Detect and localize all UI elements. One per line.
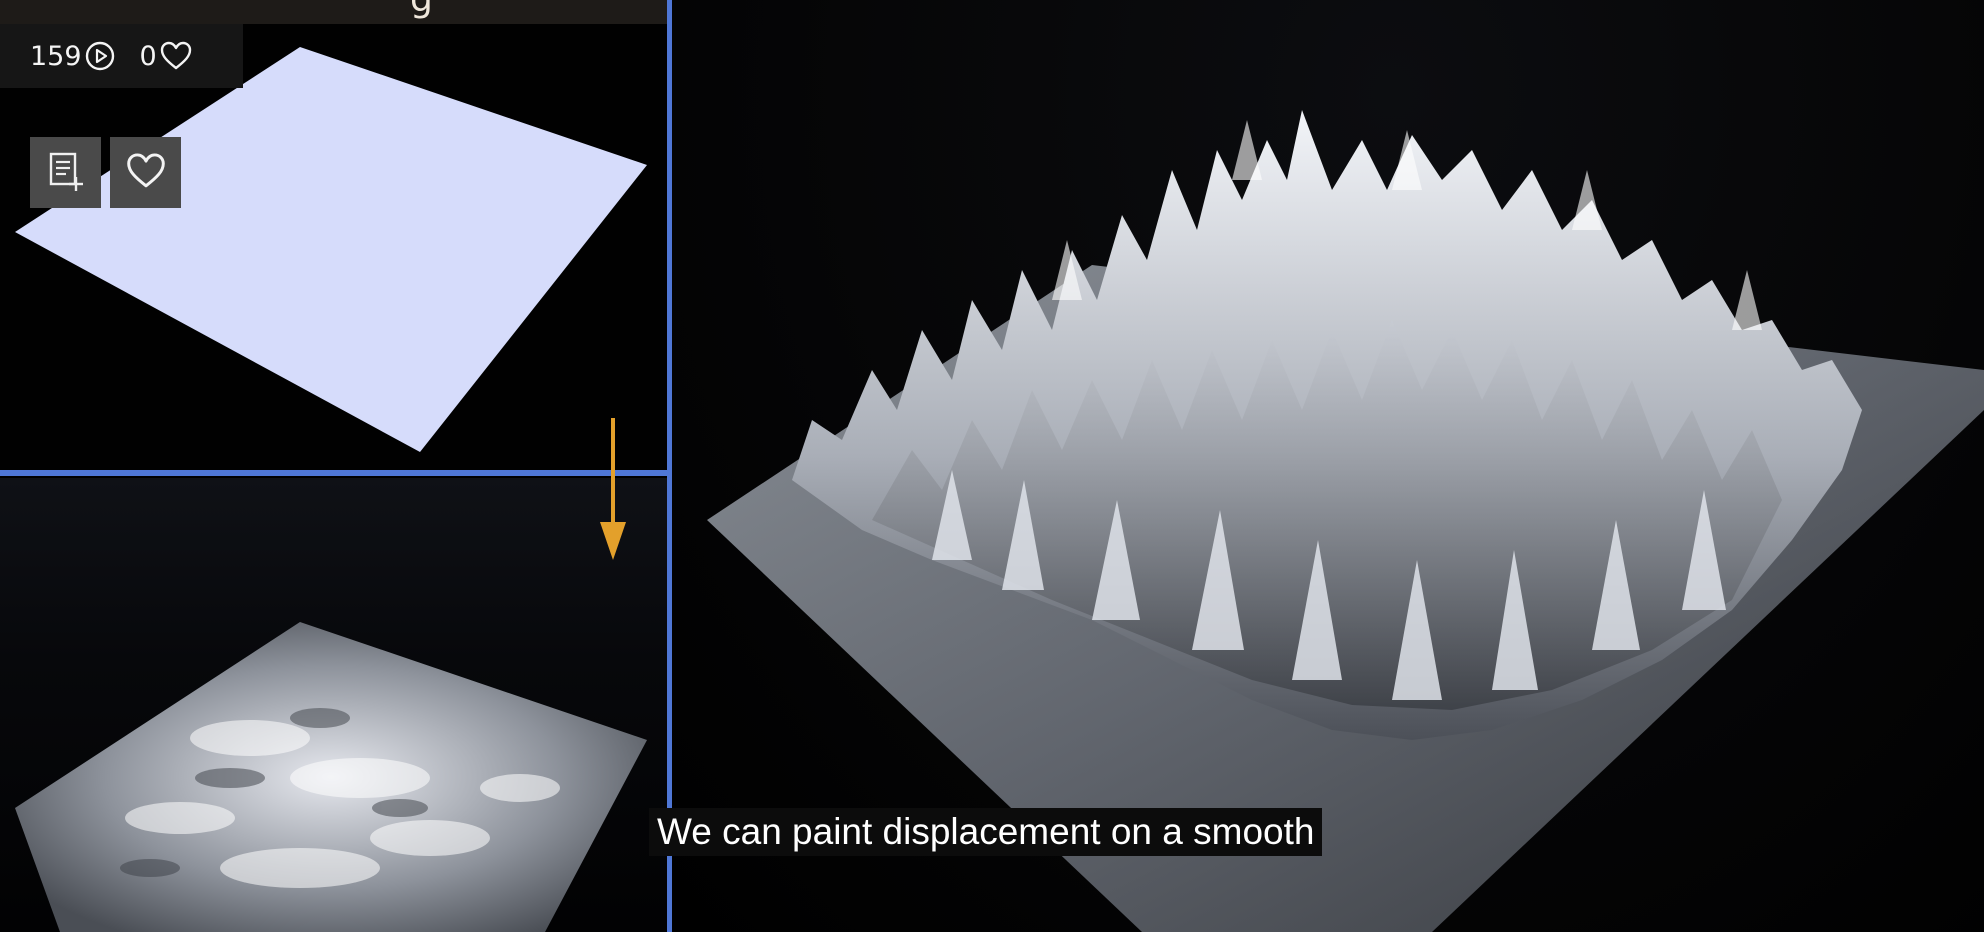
horizontal-divider (0, 470, 672, 476)
heart-outline-icon (125, 151, 167, 195)
play-circle-icon (84, 40, 116, 72)
subtitle-caption: We can paint displacement on a smooth (649, 808, 1323, 856)
view-count: 159 (30, 40, 116, 72)
vertical-divider (667, 0, 672, 932)
textured-plane-panel (0, 478, 667, 932)
displaced-terrain-render (707, 110, 1984, 932)
video-title-bar: g (0, 0, 667, 24)
heart-outline-icon (159, 40, 193, 72)
view-count-value: 159 (30, 40, 82, 72)
terrain-render-panel (672, 0, 1984, 932)
video-title: g (410, 0, 433, 18)
video-stats-bar: 159 0 (0, 24, 243, 88)
like-count: 0 (140, 40, 193, 72)
favorite-button[interactable] (110, 137, 181, 208)
like-count-value: 0 (139, 40, 157, 72)
noise-texture-plane-render (15, 622, 647, 932)
add-to-playlist-button[interactable] (30, 137, 101, 208)
down-arrow-icon (600, 418, 626, 564)
add-to-playlist-icon (44, 149, 88, 197)
